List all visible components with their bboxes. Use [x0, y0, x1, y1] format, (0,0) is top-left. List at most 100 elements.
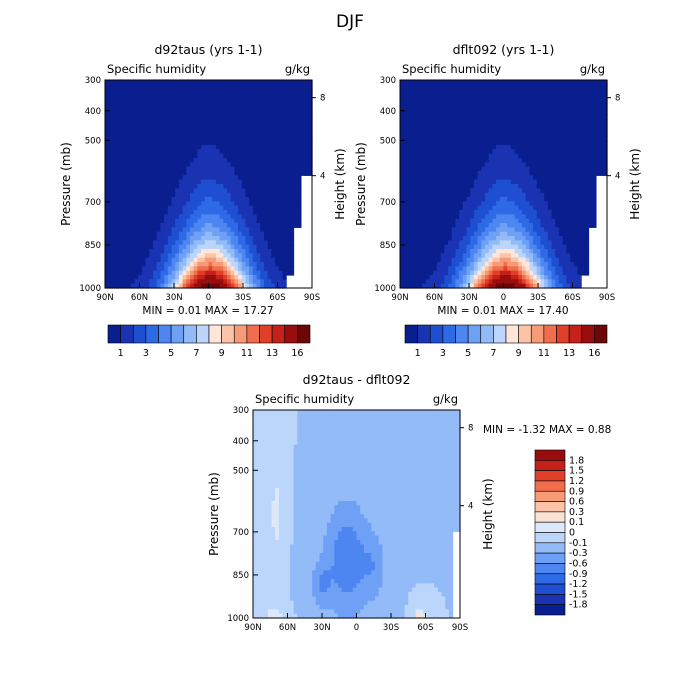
field-cell: [444, 80, 449, 85]
field-cell: [271, 166, 276, 172]
field-cell: [429, 262, 434, 267]
field-cell: [411, 184, 416, 189]
field-cell: [127, 253, 132, 259]
field-cell: [127, 88, 132, 94]
field-cell: [451, 110, 457, 116]
field-cell: [171, 179, 176, 185]
field-cell: [485, 153, 490, 159]
field-cell: [518, 244, 523, 250]
field-cell: [518, 218, 523, 224]
field-cell: [238, 201, 243, 207]
field-cell: [215, 93, 221, 98]
field-cell: [496, 197, 501, 202]
field-cell: [256, 236, 261, 241]
field-cell: [271, 145, 276, 150]
field-cell: [175, 236, 180, 241]
field-cell: [570, 223, 575, 228]
field-cell: [153, 201, 158, 207]
field-cell: [507, 158, 512, 163]
field-cell: [260, 214, 265, 220]
field-cell: [226, 257, 232, 263]
field-cell: [422, 240, 427, 246]
field-cell: [407, 175, 412, 181]
field-cell: [223, 227, 228, 233]
field-cell: [418, 136, 423, 142]
field-cell: [245, 184, 250, 189]
field-cell: [440, 162, 445, 168]
colorbar-swatch: [183, 324, 197, 344]
field-cell: [245, 188, 250, 194]
field-cell: [263, 149, 269, 155]
field-cell: [263, 166, 269, 172]
field-cell: [249, 171, 254, 176]
field-cell: [130, 188, 136, 194]
field-cell: [525, 114, 530, 120]
field-cell: [470, 205, 475, 211]
field-cell: [138, 227, 143, 233]
field-cell: [230, 114, 235, 120]
field-cell: [485, 158, 490, 163]
field-cell: [403, 253, 408, 259]
field-cell: [167, 145, 173, 150]
field-cell: [127, 162, 132, 168]
field-cell: [514, 175, 519, 181]
field-cell: [252, 223, 258, 228]
field-cell: [245, 88, 250, 94]
field-cell: [145, 80, 150, 85]
field-cell: [108, 279, 113, 285]
field-cell: [156, 283, 162, 289]
field-cell: [418, 214, 423, 220]
field-cell: [440, 227, 445, 233]
field-cell: [440, 188, 445, 194]
field-cell: [473, 244, 479, 250]
field-cell: [238, 84, 243, 90]
field-cell: [473, 93, 479, 98]
field-cell: [297, 136, 302, 142]
field-cell: [215, 158, 221, 163]
field-cell: [521, 197, 527, 202]
field-cell: [429, 249, 434, 254]
field-cell: [267, 192, 272, 198]
field-cell: [226, 218, 232, 224]
field-cell: [514, 188, 519, 194]
field-cell: [160, 149, 165, 155]
field-cell: [164, 93, 169, 98]
field-cell: [470, 179, 475, 185]
field-cell: [418, 97, 423, 103]
field-cell: [573, 244, 579, 250]
field-cell: [156, 266, 162, 272]
field-cell: [433, 205, 438, 211]
field-cell: [558, 184, 564, 189]
field-cell: [190, 279, 195, 285]
field-cell: [105, 270, 110, 276]
field-cell: [422, 93, 427, 98]
field-cell: [411, 279, 416, 285]
field-cell: [282, 140, 287, 146]
field-cell: [197, 110, 202, 116]
field-cell: [400, 97, 405, 103]
field-cell: [566, 97, 571, 103]
y-right-tick-label: 4: [320, 172, 325, 182]
field-cell: [234, 283, 239, 289]
field-cell: [536, 106, 542, 111]
field-cell: [451, 266, 457, 272]
field-cell: [555, 201, 560, 207]
field-cell: [485, 231, 490, 237]
field-cell: [271, 149, 276, 155]
field-cell: [477, 244, 482, 250]
field-cell: [278, 84, 284, 90]
field-cell: [156, 149, 162, 155]
field-cell: [256, 283, 261, 289]
field-cell: [455, 132, 460, 137]
field-cell: [499, 257, 505, 263]
field-cell: [529, 244, 534, 250]
field-cell: [149, 158, 154, 163]
field-cell: [555, 188, 560, 194]
field-cell: [241, 257, 247, 263]
field-cell: [407, 205, 412, 211]
field-cell: [267, 80, 272, 85]
field-cell: [477, 97, 482, 103]
field-cell: [529, 227, 534, 233]
field-cell: [499, 127, 505, 133]
field-cell: [477, 132, 482, 137]
